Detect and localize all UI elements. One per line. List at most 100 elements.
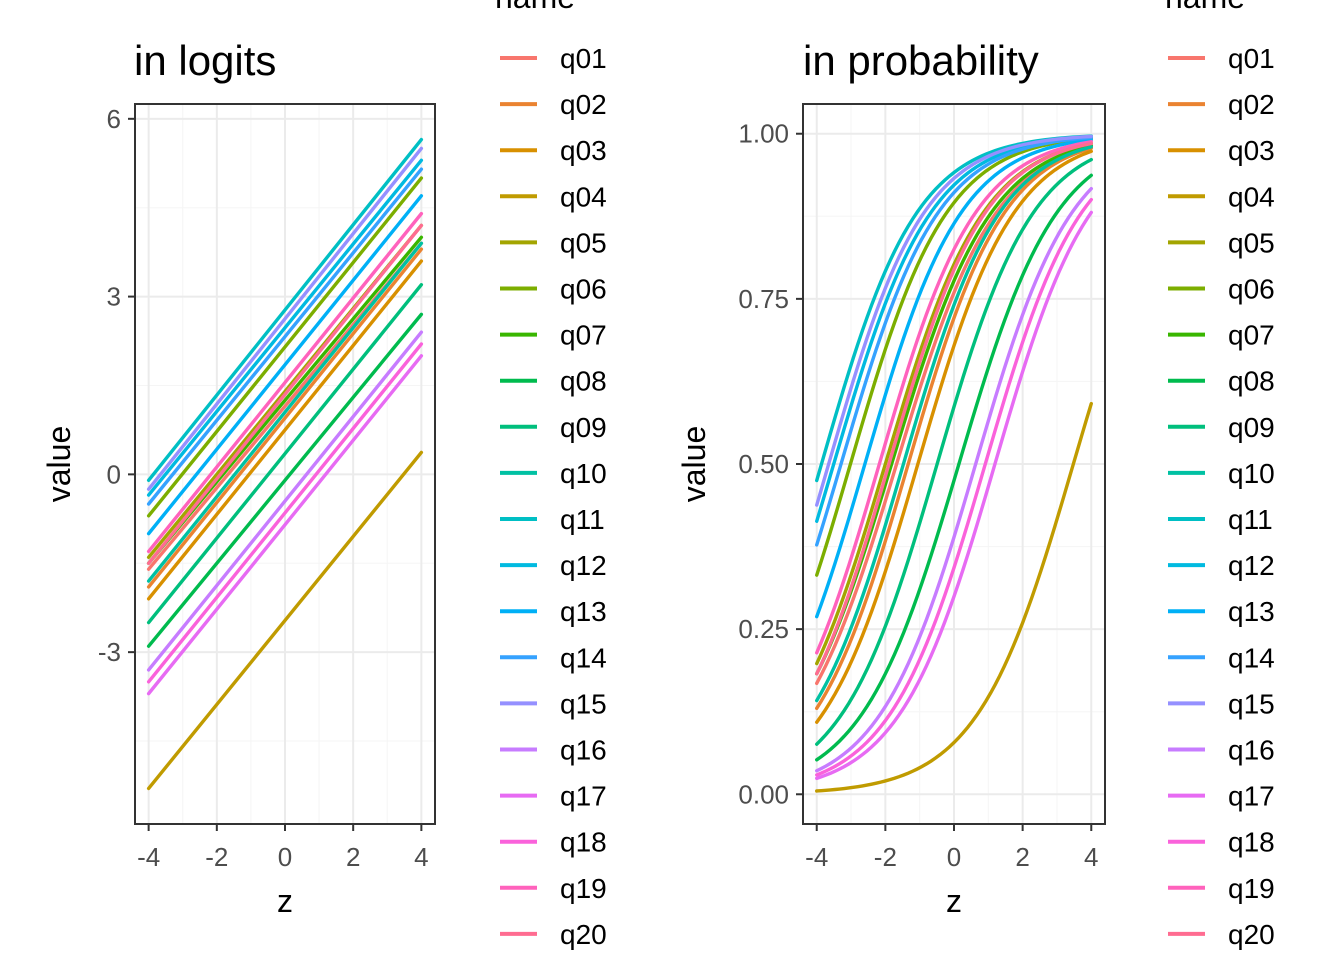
x-tick-label: 4: [1084, 842, 1098, 872]
legend-key: q14: [500, 642, 607, 673]
series-line-q15: [146, 146, 424, 491]
legend-label: q20: [1228, 919, 1275, 950]
x-axis-label: z: [277, 883, 293, 919]
legend-key: q18: [1168, 827, 1275, 858]
series-lines: [815, 134, 1093, 793]
series-line-q17: [815, 210, 1093, 781]
series-line-q02: [815, 146, 1093, 711]
legend-label: q16: [560, 735, 607, 766]
legend-key: q17: [500, 781, 607, 812]
y-tick-label: 0.50: [738, 449, 789, 479]
legend-title: name: [1165, 0, 1245, 15]
series-line-q14: [815, 135, 1093, 547]
series-line-q19: [146, 211, 424, 554]
legend-label: q15: [1228, 688, 1275, 719]
legend-title: name: [495, 0, 575, 15]
y-tick-label: 0.25: [738, 614, 789, 644]
x-tick-label: 2: [1015, 842, 1029, 872]
legend-key: q07: [1168, 320, 1275, 351]
series-line-q11: [146, 137, 424, 482]
x-tick-label: 2: [346, 842, 360, 872]
legend-label: q16: [1228, 735, 1275, 766]
legend-key: q01: [1168, 43, 1275, 74]
legend-label: q18: [1228, 827, 1275, 858]
series-line-q10: [146, 241, 424, 583]
legend-label: q17: [1228, 781, 1275, 812]
legend-key: q15: [500, 688, 607, 719]
series-line-q08: [815, 173, 1093, 762]
legend-label: q13: [560, 596, 607, 627]
chart-probability: in probability z value name q01 q02 q03 q04…: [676, 0, 1275, 950]
legend-key: q08: [500, 366, 607, 397]
legend-key: q07: [500, 320, 607, 351]
legend-label: q04: [1228, 181, 1275, 212]
series-line-q13: [146, 194, 424, 536]
legend-label: q12: [1228, 550, 1275, 581]
legend-key: q20: [500, 919, 607, 950]
y-axis-label: value: [41, 426, 77, 503]
series-line-q18: [146, 342, 424, 684]
legend-label: q11: [560, 504, 605, 535]
legend-label: q19: [560, 873, 607, 904]
legend-key: q12: [500, 550, 607, 581]
x-tick-label: 0: [947, 842, 961, 872]
x-axis-label: z: [946, 883, 962, 919]
x-tick-label: -2: [874, 842, 897, 872]
legend-label: q10: [560, 458, 607, 489]
legend-label: q08: [560, 366, 607, 397]
legend-key: q01: [500, 43, 607, 74]
series-line-q18: [815, 197, 1093, 777]
legend-label: q15: [560, 688, 607, 719]
legend-key: q18: [500, 827, 607, 858]
gridlines: [803, 104, 1105, 824]
series-lines: [146, 137, 424, 791]
legend-key: q10: [1168, 458, 1275, 489]
series-line-q09: [146, 283, 424, 625]
legend-key: q05: [500, 227, 607, 258]
x-tick-label: -2: [205, 842, 228, 872]
y-tick-label: 3: [107, 282, 121, 312]
series-line-q16: [815, 186, 1093, 773]
series-line-q13: [815, 137, 1093, 619]
legend-key: q08: [1168, 366, 1275, 397]
y-tick-label: 0: [107, 459, 121, 489]
y-tick-label: 1.00: [738, 119, 789, 149]
series-line-q08: [146, 312, 424, 648]
legend: q01 q02 q03 q04 q05 q06 q07 q08 q09 q10 q11 q12 q13 q…: [1168, 43, 1275, 950]
legend-label: q07: [560, 320, 607, 351]
legend-label: q06: [560, 274, 607, 305]
legend-key: q15: [1168, 688, 1275, 719]
legend-key: q13: [500, 596, 607, 627]
legend-key: q13: [1168, 596, 1275, 627]
legend-label: q19: [1228, 873, 1275, 904]
legend-label: q09: [560, 412, 607, 443]
legend-key: q09: [1168, 412, 1275, 443]
legend-key: q02: [1168, 89, 1275, 120]
legend-key: q19: [500, 873, 607, 904]
legend-key: q12: [1168, 550, 1275, 581]
legend-label: q05: [560, 227, 607, 258]
legend-key: q14: [1168, 642, 1275, 673]
x-tick-label: -4: [805, 842, 828, 872]
y-tick-label: -3: [98, 637, 121, 667]
legend-key: q10: [500, 458, 607, 489]
series-line-q04: [146, 450, 424, 791]
series-line-q12: [146, 158, 424, 497]
series-line-q04: [815, 401, 1093, 793]
y-tick-label: 6: [107, 104, 121, 134]
chart-title: in probability: [803, 37, 1039, 84]
series-line-q14: [146, 167, 424, 506]
legend-key: q20: [1168, 919, 1275, 950]
legend-label: q13: [1228, 596, 1275, 627]
x-tick-label: 4: [414, 842, 428, 872]
legend-label: q07: [1228, 320, 1275, 351]
legend-label: q09: [1228, 412, 1275, 443]
legend-key: q19: [1168, 873, 1275, 904]
legend-key: q03: [500, 135, 607, 166]
legend-label: q08: [1228, 366, 1275, 397]
legend-label: q03: [1228, 135, 1275, 166]
legend-key: q04: [500, 181, 607, 212]
series-line-q17: [146, 354, 424, 696]
series-line-q19: [815, 140, 1093, 655]
